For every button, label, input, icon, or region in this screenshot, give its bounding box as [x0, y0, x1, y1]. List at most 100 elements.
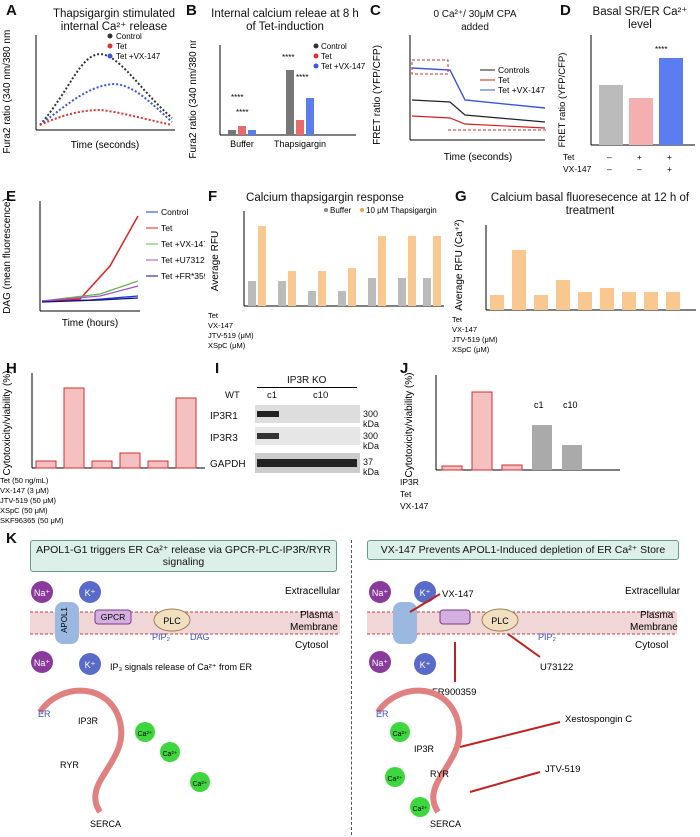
k-inhib-jtv519: JTV-519	[545, 764, 580, 775]
k-left-plc: PLC	[163, 616, 181, 626]
panel-e-chart: DAG (mean fluorescence) Time (hours) Con…	[2, 198, 205, 329]
panel-f-title: Calcium thapsigargin response	[246, 192, 404, 204]
blot-ip3r1-label: IP3R1	[210, 411, 238, 422]
panel-label-f: F	[208, 188, 218, 205]
k-left-serca: SERCA	[90, 819, 121, 829]
panel-label-i: I	[215, 360, 220, 377]
k-right-pip2: PIP₂	[538, 632, 557, 642]
panel-c-chart: FRET ratio (YFP/CFP) Time (seconds) Cont…	[372, 35, 548, 163]
panel-b-title: Internal calcium releae at 8 h of Tet-in…	[211, 8, 359, 33]
panel-a-chart: Fura2 ratio (340 nm/380 nm) Time (second…	[2, 30, 175, 154]
legend-e-u73122: Tet +U73122	[161, 255, 205, 265]
legend-c-tet: Tet	[498, 75, 510, 85]
k-right-na-top: Na⁺	[372, 588, 389, 598]
panel-i-blot: IP3R KO WT c1 c10 IP3R1 IP3R3 GAPDH 300 …	[210, 375, 385, 495]
blot-size-1: 300 kDa	[363, 409, 380, 429]
k-left-er: ER	[38, 709, 51, 719]
panel-label-g: G	[455, 188, 467, 205]
row-f-vx147: VX-147	[208, 321, 233, 330]
k-right-k-bot: K⁺	[420, 660, 431, 670]
k-left-ip3r: IP3R	[78, 716, 99, 726]
k-right-na-bot: Na⁺	[372, 658, 389, 668]
legend-c-vx147: Tet +VX-147	[498, 85, 545, 95]
blot-lane-wt: WT	[225, 390, 240, 401]
panel-f-ylabel: Average RFU	[210, 231, 221, 291]
legend-b-tet: Tet	[321, 52, 332, 61]
panel-e-xlabel: Time (hours)	[62, 318, 118, 329]
k-right-k-top: K⁺	[420, 588, 431, 598]
row-h-xspc: XSpC (50 μM)	[0, 506, 48, 515]
legend-c-controls: Controls	[498, 65, 530, 75]
k-left-ca-1: Ca²⁺	[138, 731, 153, 738]
k-left-dag: DAG	[190, 632, 210, 642]
k-left-pip2: PIP₂	[152, 632, 171, 642]
legend-e-control: Control	[161, 207, 189, 217]
k-left-na-top: Na⁺	[34, 588, 51, 598]
k-right-ip3r: IP3R	[414, 744, 435, 754]
blot-lane-c10: c10	[313, 390, 329, 401]
panel-k-divider	[351, 540, 352, 835]
row-h-tet: Tet (50 ng/mL)	[0, 476, 49, 485]
k-inhib-xestospongin: Xestospongin C	[565, 714, 632, 725]
sig-d: ****	[655, 45, 667, 54]
k-left-extracellular: Extracellular	[285, 586, 341, 597]
blot-ip3r3-label: IP3R3	[210, 433, 238, 444]
panel-label-h: H	[6, 360, 17, 377]
blot-header-ko: IP3R KO	[287, 375, 327, 386]
row-g-vx147: VX-147	[452, 325, 477, 334]
k-inhib-u73122: U73122	[540, 662, 573, 673]
panel-label-c: C	[370, 2, 381, 19]
k-left-ca-2: Ca²⁺	[163, 751, 178, 758]
k-left-cytosol: Cytosol	[295, 640, 328, 651]
panel-f-chart: Average RFU Buffer 10 μM Thapsigargin Te…	[208, 206, 444, 350]
series-c-controls	[411, 99, 546, 123]
panel-a-ylabel: Fura2 ratio (340 nm/380 nm)	[2, 30, 13, 154]
sig-b-3: ****	[282, 53, 294, 62]
k-right-ca-3: Ca²⁺	[413, 806, 428, 813]
row-f-xspc: XSpC (μM)	[208, 341, 246, 350]
panel-g-ylabel: Average RFU (Ca⁺²)	[454, 220, 465, 311]
legend-e-tet: Tet	[161, 223, 173, 233]
row-f-jtv519: JTV-519 (μM)	[208, 331, 254, 340]
series-vx147-line	[39, 82, 173, 126]
k-right-ryr: RYR	[430, 769, 449, 779]
svg-text:–: –	[637, 164, 642, 174]
sig-b-1: ****	[231, 93, 243, 102]
legend-e-fr359: Tet +FR*359	[161, 271, 205, 281]
svg-text:–: –	[607, 152, 612, 162]
k-left-k-top: K⁺	[85, 588, 96, 598]
panel-d-ylabel: FRET ratio (YFP/CFP)	[557, 53, 568, 148]
row-g-tet: Tet	[452, 315, 463, 324]
blot-size-2: 300 kDa	[363, 431, 380, 451]
blot-size-3: 37 kDa	[363, 457, 380, 477]
row-g-xspc: XSpC (μM)	[452, 345, 490, 354]
k-left-k-bot: K⁺	[85, 660, 96, 670]
svg-text:+: +	[667, 152, 672, 162]
legend-f-buffer: Buffer	[330, 206, 352, 215]
k-left-ca-3: Ca²⁺	[193, 781, 208, 788]
legend-f-thapsigargin: 10 μM Thapsigargin	[366, 206, 437, 215]
panel-label-k: K	[6, 530, 17, 547]
panel-d-title: Basal SR/ER Ca²⁺ level	[592, 6, 688, 31]
panel-a-xlabel: Time (seconds)	[71, 140, 140, 151]
legend-b-control: Control	[321, 42, 347, 51]
row-f-tet: Tet	[208, 311, 219, 320]
panel-h-chart: Cytotoxicity/viability (%) Tet (50 ng/mL…	[0, 370, 205, 525]
panel-d-chart: FRET ratio (YFP/CFP) **** Tet VX-147 – + +…	[557, 35, 695, 174]
panel-b-ylabel: Fura2 ratio (340 nm/380 nm)	[188, 40, 199, 159]
row-g-jtv519: JTV-519 (μM)	[452, 335, 498, 344]
k-left-plasma: Plasma	[300, 610, 334, 621]
k-right-ca-1: Ca²⁺	[393, 731, 408, 738]
blot-gapdh-label: GAPDH	[210, 459, 246, 470]
k-inhib-fr900359: FR900359	[432, 687, 476, 698]
k-inhib-vx147: VX-147	[442, 589, 474, 600]
legend-e-vx147: Tet +VX-147	[161, 239, 205, 249]
k-left-na-bot: Na⁺	[34, 658, 51, 668]
legend-a-vx147: Tet +VX-147	[116, 52, 161, 61]
sig-b-2: ****	[236, 108, 248, 117]
svg-text:Buffer: Buffer	[230, 139, 254, 149]
panel-j-ylabel: Cytotoxicity/viability (%)	[404, 372, 415, 477]
panel-g-title: Calcium basal fluoresecence at 12 h of t…	[490, 192, 690, 217]
svg-text:Thapsigargin: Thapsigargin	[274, 139, 326, 149]
panel-b-chart: Fura2 ratio (340 nm/380 nm) **** **** **…	[188, 40, 366, 159]
